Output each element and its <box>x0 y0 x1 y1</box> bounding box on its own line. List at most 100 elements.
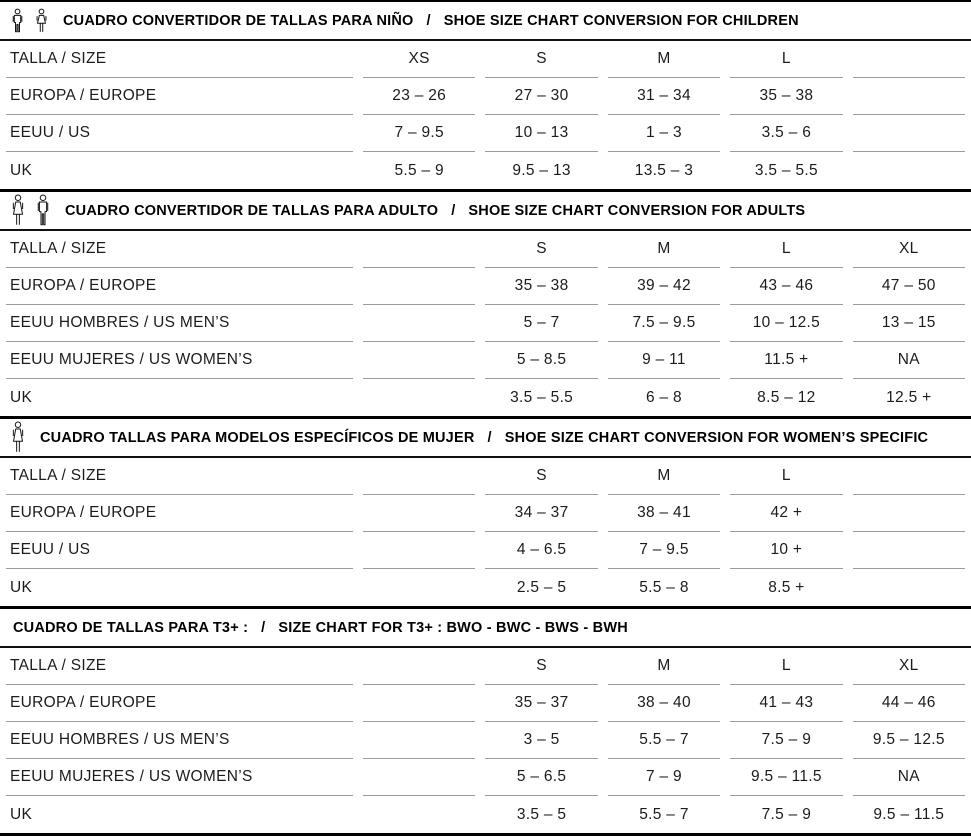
size-value-cell <box>363 532 476 569</box>
size-value-cell: NA <box>852 759 965 796</box>
section-t3plus-header: CUADRO DE TALLAS PARA T3+ : / SIZE CHART F… <box>0 609 971 648</box>
size-value-cell: 23 – 26 <box>363 78 476 115</box>
size-value-cell: 5 – 7 <box>485 305 598 342</box>
table-row-uk: UK 2.5 – 5 5.5 – 8 8.5 + <box>0 569 971 606</box>
size-col-empty <box>363 458 476 495</box>
row-label: EUROPA / EUROPE <box>6 685 353 722</box>
size-col-m: M <box>607 648 721 685</box>
section-t3plus: CUADRO DE TALLAS PARA T3+ : / SIZE CHART F… <box>0 609 971 833</box>
size-value-cell: 4 – 6.5 <box>485 532 598 569</box>
title-es: CUADRO CONVERTIDOR DE TALLAS PARA NIÑO <box>63 12 414 29</box>
size-label-cell: TALLA / SIZE <box>6 41 353 78</box>
size-value-cell: 38 – 40 <box>607 685 721 722</box>
size-value-cell: 7 – 9.5 <box>607 532 721 569</box>
size-col-m: M <box>607 458 721 495</box>
size-value-cell: 44 – 46 <box>852 685 965 722</box>
table-row-uk: UK 3.5 – 5 5.5 – 7 7.5 – 9 9.5 – 11.5 <box>0 796 971 833</box>
section-adults-title: CUADRO CONVERTIDOR DE TALLAS PARA ADULTO… <box>61 203 805 219</box>
section-womens-header: CUADRO TALLAS PARA MODELOS ESPECÍFICOS D… <box>0 419 971 458</box>
size-value-cell: 35 – 38 <box>730 78 843 115</box>
size-value-cell: 41 – 43 <box>730 685 843 722</box>
size-value-cell: 11.5 + <box>730 342 843 379</box>
title-en: SHOE SIZE CHART CONVERSION FOR ADULTS <box>468 202 806 219</box>
woman-icon <box>12 194 24 225</box>
size-value-cell <box>363 759 476 796</box>
size-col-l: L <box>730 231 843 268</box>
title-en: SIZE CHART FOR T3+ : BWO - BWC - BWS - B… <box>278 619 628 636</box>
table-row-us-womens: EEUU MUJERES / US WOMEN’S 5 – 8.5 9 – 11… <box>0 342 971 379</box>
size-value-cell: 35 – 37 <box>485 685 598 722</box>
size-value-cell <box>852 115 965 152</box>
row-label: UK <box>10 161 33 179</box>
table-row-uk: UK 3.5 – 5.5 6 – 8 8.5 – 12 12.5 + <box>0 379 971 416</box>
row-label: EEUU MUJERES / US WOMEN’S <box>6 759 353 796</box>
size-value-cell: 9.5 – 11.5 <box>873 805 945 823</box>
section-children-title: CUADRO CONVERTIDOR DE TALLAS PARA NIÑO / S… <box>59 13 799 29</box>
size-col-s: S <box>485 458 598 495</box>
table-row-us-mens: EEUU HOMBRES / US MEN’S 5 – 7 7.5 – 9.5 … <box>0 305 971 342</box>
size-value-cell: 7 – 9.5 <box>363 115 476 152</box>
size-col-m: M <box>607 41 721 78</box>
size-value-cell: 10 – 13 <box>485 115 598 152</box>
size-value-cell <box>853 569 965 606</box>
table-row-europe: EUROPA / EUROPE 35 – 37 38 – 40 41 – 43 … <box>0 685 971 722</box>
row-label: EEUU / US <box>6 115 353 152</box>
size-value-cell <box>363 495 476 532</box>
row-label: EEUU / US <box>6 532 353 569</box>
size-value-cell: 39 – 42 <box>607 268 721 305</box>
woman-icon <box>12 421 24 452</box>
size-value-cell: 5 – 6.5 <box>485 759 598 796</box>
size-value-cell <box>852 532 965 569</box>
size-value-cell: 9 – 11 <box>607 342 721 379</box>
size-value-cell: 13.5 – 3 <box>634 161 694 179</box>
title-es: CUADRO TALLAS PARA MODELOS ESPECÍFICOS D… <box>40 429 475 446</box>
table-row-europe: EUROPA / EUROPE 35 – 38 39 – 42 43 – 46 … <box>0 268 971 305</box>
size-label-cell: TALLA / SIZE <box>6 458 353 495</box>
title-separator: / <box>426 12 431 29</box>
size-value-cell: 13 – 15 <box>852 305 965 342</box>
size-col-xs: XS <box>363 41 476 78</box>
size-label-cell: TALLA / SIZE <box>6 231 353 268</box>
size-value-cell: 27 – 30 <box>485 78 598 115</box>
table-row-size-header: TALLA / SIZE S M L <box>0 458 971 495</box>
title-separator: / <box>451 202 456 219</box>
table-row-us-mens: EEUU HOMBRES / US MEN’S 3 – 5 5.5 – 7 7.… <box>0 722 971 759</box>
size-value-cell: 9.5 – 12.5 <box>852 722 965 759</box>
size-value-cell <box>363 685 476 722</box>
row-label: EEUU HOMBRES / US MEN’S <box>6 722 353 759</box>
row-label: UK <box>10 805 33 823</box>
section-adults: CUADRO CONVERTIDOR DE TALLAS PARA ADULTO… <box>0 192 971 416</box>
size-value-cell <box>853 152 965 189</box>
size-col-l: L <box>730 458 843 495</box>
title-en: SHOE SIZE CHART CONVERSION FOR WOMEN’S S… <box>504 429 929 446</box>
row-label: EEUU HOMBRES / US MEN’S <box>6 305 353 342</box>
size-value-cell: 43 – 46 <box>730 268 843 305</box>
size-value-cell: 47 – 50 <box>852 268 965 305</box>
size-value-cell: 3.5 – 5.5 <box>754 161 818 179</box>
section-adults-header: CUADRO CONVERTIDOR DE TALLAS PARA ADULTO… <box>0 192 971 231</box>
size-col-empty <box>852 458 965 495</box>
section-divider <box>0 606 971 609</box>
size-label-cell: TALLA / SIZE <box>6 648 353 685</box>
size-col-empty <box>363 231 476 268</box>
size-value-cell <box>852 495 965 532</box>
table-row-size-header: TALLA / SIZE XS S M L <box>0 41 971 78</box>
size-col-m: M <box>607 231 721 268</box>
row-label: EEUU MUJERES / US WOMEN’S <box>6 342 353 379</box>
size-col-xl: XL <box>852 231 965 268</box>
size-value-cell: 7.5 – 9.5 <box>607 305 721 342</box>
size-col-xl: XL <box>852 648 965 685</box>
size-value-cell <box>363 342 476 379</box>
section-children-header: CUADRO CONVERTIDOR DE TALLAS PARA NIÑO / S… <box>0 2 971 41</box>
size-value-cell: 5.5 – 9 <box>394 161 444 179</box>
size-value-cell <box>363 379 475 416</box>
row-label: UK <box>10 388 33 406</box>
size-value-cell: 5 – 8.5 <box>485 342 598 379</box>
size-value-cell: 7.5 – 9 <box>730 722 843 759</box>
size-value-cell: 38 – 41 <box>607 495 721 532</box>
size-value-cell: 7 – 9 <box>607 759 721 796</box>
size-col-l: L <box>730 648 843 685</box>
size-value-cell <box>363 305 476 342</box>
size-value-cell <box>363 722 476 759</box>
size-value-cell: 9.5 – 13 <box>512 161 571 179</box>
